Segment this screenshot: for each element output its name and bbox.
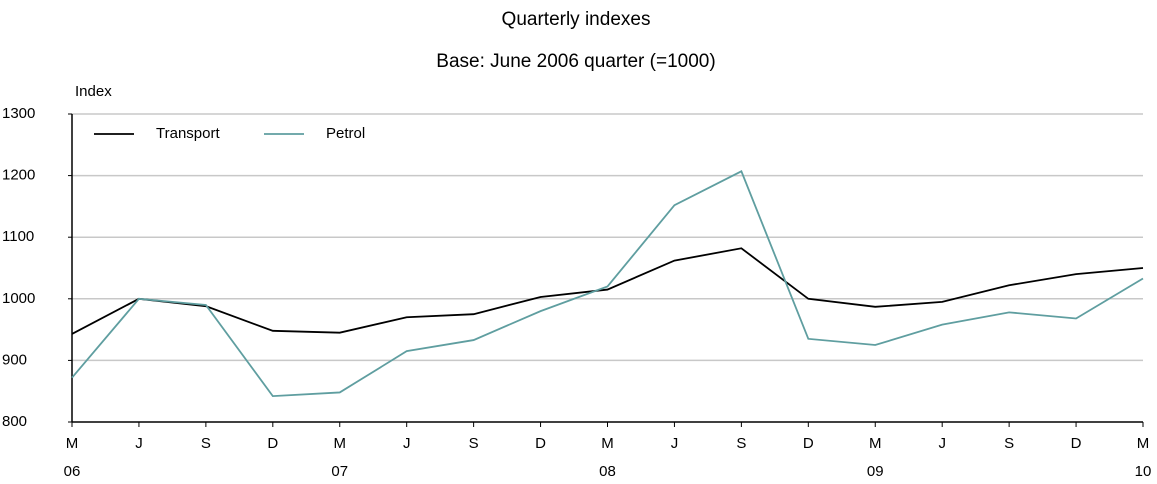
x-tick-label: M bbox=[1137, 435, 1150, 452]
x-tick-label: J bbox=[403, 435, 411, 452]
x-tick-label: M bbox=[66, 435, 79, 452]
x-tick-label: S bbox=[736, 435, 746, 452]
y-tick-label: 900 bbox=[2, 351, 27, 368]
year-label: 09 bbox=[867, 463, 884, 480]
year-label: 10 bbox=[1135, 463, 1152, 480]
x-tick-label: S bbox=[469, 435, 479, 452]
year-label: 07 bbox=[331, 463, 348, 480]
x-tick-label: J bbox=[671, 435, 679, 452]
y-tick-label: 1100 bbox=[2, 228, 34, 245]
series-line bbox=[71, 170, 1144, 398]
chart-subtitle: Base: June 2006 quarter (=1000) bbox=[436, 51, 715, 72]
y-tick-label: 1200 bbox=[2, 167, 35, 184]
series-line bbox=[71, 247, 1144, 335]
year-label: 08 bbox=[599, 463, 616, 480]
y-axis-label: Index bbox=[75, 83, 112, 100]
legend-label: Transport bbox=[156, 125, 220, 142]
x-tick-label: D bbox=[267, 435, 278, 452]
y-tick-label: 800 bbox=[2, 413, 27, 430]
x-tick-label: M bbox=[601, 435, 614, 452]
legend-label: Petrol bbox=[326, 125, 365, 142]
y-tick-label: 1000 bbox=[2, 290, 35, 307]
x-tick-label: J bbox=[938, 435, 946, 452]
x-tick-label: S bbox=[201, 435, 211, 452]
y-tick-label: 1300 bbox=[2, 105, 35, 122]
x-tick-label: M bbox=[334, 435, 347, 452]
x-tick-label: D bbox=[803, 435, 814, 452]
x-tick-label: M bbox=[869, 435, 882, 452]
chart-title: Quarterly indexes bbox=[502, 9, 651, 30]
x-tick-label: J bbox=[135, 435, 143, 452]
x-tick-label: S bbox=[1004, 435, 1014, 452]
x-tick-label: D bbox=[535, 435, 546, 452]
x-tick-label: D bbox=[1071, 435, 1082, 452]
year-label: 06 bbox=[64, 463, 81, 480]
